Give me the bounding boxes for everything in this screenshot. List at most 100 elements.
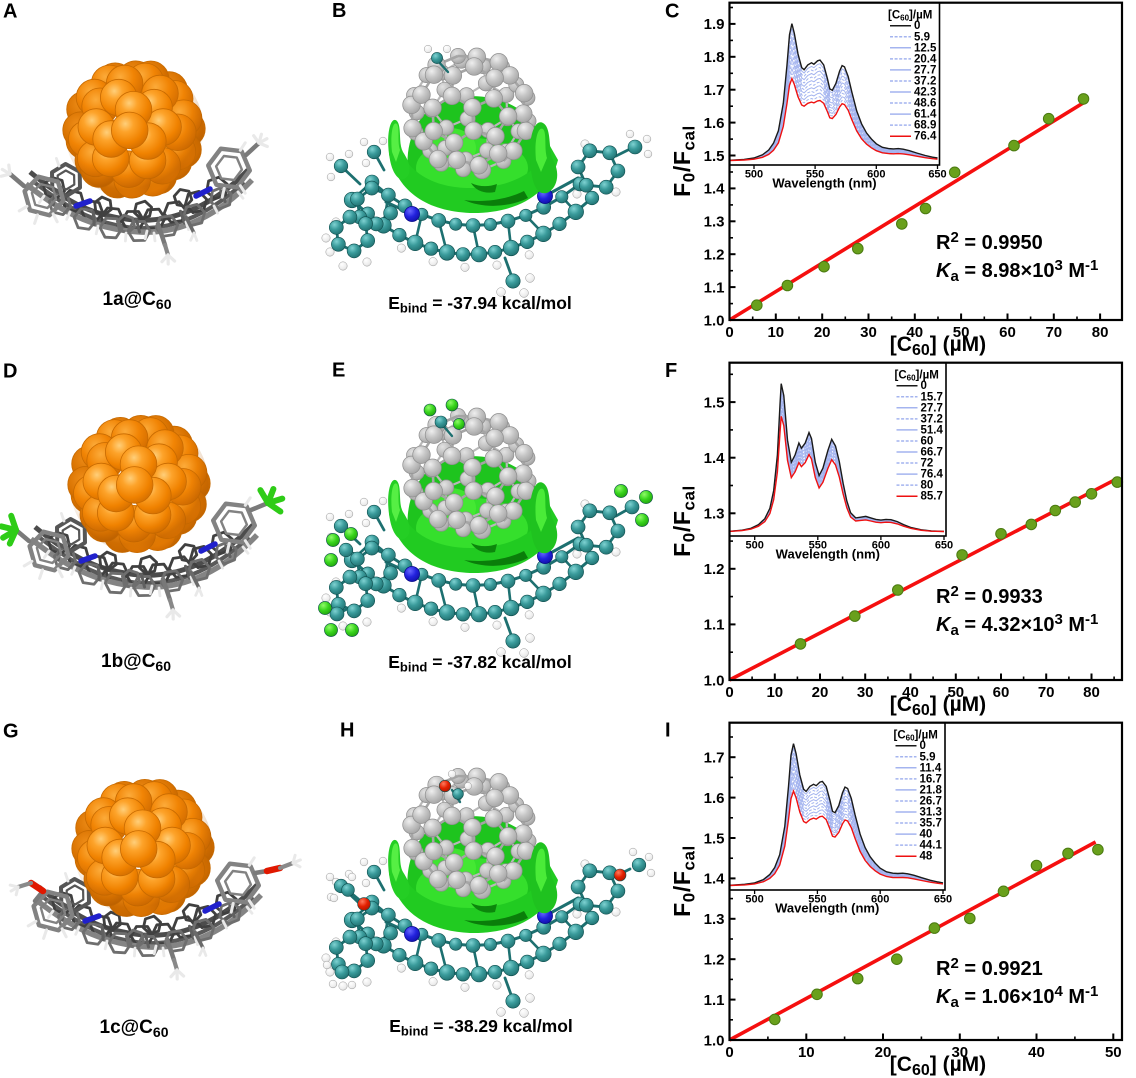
svg-text:1.7: 1.7	[704, 82, 725, 99]
svg-text:I: I	[665, 720, 671, 742]
svg-text:[C60]/µM: [C60]/µM	[894, 730, 938, 743]
svg-text:21.8: 21.8	[920, 784, 943, 796]
svg-text:1.1: 1.1	[704, 992, 725, 1009]
svg-text:1.7: 1.7	[704, 750, 725, 767]
svg-text:1b@C60: 1b@C60	[101, 651, 171, 674]
svg-text:1.9: 1.9	[704, 16, 725, 33]
svg-text:1a@C60: 1a@C60	[103, 289, 172, 312]
svg-text:1.6: 1.6	[704, 115, 725, 132]
svg-text:37.2: 37.2	[921, 413, 943, 425]
svg-text:26.7: 26.7	[920, 795, 942, 807]
svg-text:F0/Fcal: F0/Fcal	[669, 485, 699, 557]
svg-text:42.3: 42.3	[914, 87, 936, 99]
svg-text:650: 650	[935, 540, 953, 552]
svg-text:1.0: 1.0	[704, 1032, 725, 1049]
svg-text:500: 500	[745, 894, 763, 906]
svg-text:Ebind = -37.94 kcal/mol: Ebind = -37.94 kcal/mol	[388, 293, 572, 316]
svg-text:1.0: 1.0	[704, 312, 725, 329]
svg-text:60: 60	[921, 435, 934, 447]
svg-text:[C60] (µM): [C60] (µM)	[890, 333, 986, 359]
svg-text:20.4: 20.4	[914, 53, 937, 65]
svg-text:16.7: 16.7	[920, 773, 942, 785]
svg-text:R2 = 0.9933: R2 = 0.9933	[936, 583, 1043, 608]
svg-text:D: D	[3, 361, 17, 383]
svg-text:Wavelength (nm): Wavelength (nm)	[776, 547, 880, 562]
svg-text:R2 = 0.9950: R2 = 0.9950	[936, 229, 1043, 254]
svg-text:F0/Fcal: F0/Fcal	[669, 845, 699, 917]
svg-text:80: 80	[921, 480, 934, 492]
svg-text:40: 40	[920, 829, 933, 841]
svg-text:31.3: 31.3	[920, 807, 942, 819]
svg-text:600: 600	[867, 169, 885, 181]
svg-text:10: 10	[767, 324, 784, 341]
svg-text:1.4: 1.4	[704, 871, 726, 888]
svg-text:60: 60	[999, 324, 1016, 341]
svg-text:1.0: 1.0	[704, 672, 725, 689]
svg-text:5.9: 5.9	[920, 751, 936, 763]
svg-text:550: 550	[806, 169, 824, 181]
svg-text:[C60]/µM: [C60]/µM	[888, 10, 932, 23]
svg-text:66.7: 66.7	[921, 447, 943, 459]
svg-text:50: 50	[953, 324, 970, 341]
svg-text:5.9: 5.9	[914, 31, 930, 43]
svg-text:80: 80	[1083, 684, 1100, 701]
svg-text:72: 72	[921, 458, 934, 470]
svg-text:37.2: 37.2	[914, 75, 936, 87]
svg-text:1.3: 1.3	[704, 506, 725, 523]
svg-text:30: 30	[860, 324, 877, 341]
svg-text:15.7: 15.7	[921, 391, 943, 403]
svg-text:F0/Fcal: F0/Fcal	[669, 125, 699, 197]
svg-text:40: 40	[906, 324, 923, 341]
svg-text:0: 0	[914, 20, 920, 32]
svg-text:0: 0	[725, 1044, 733, 1061]
svg-text:80: 80	[1092, 324, 1109, 341]
svg-text:Wavelength (nm): Wavelength (nm)	[775, 901, 879, 916]
svg-text:550: 550	[809, 540, 827, 552]
svg-text:76.4: 76.4	[914, 131, 937, 143]
svg-text:20: 20	[812, 684, 829, 701]
svg-text:B: B	[332, 0, 346, 22]
svg-text:R2 = 0.9921: R2 = 0.9921	[936, 955, 1043, 980]
svg-text:1.1: 1.1	[704, 617, 725, 634]
svg-text:1.6: 1.6	[704, 790, 725, 807]
svg-text:1c@C60: 1c@C60	[100, 1017, 169, 1040]
svg-text:Ka = 1.06×104 M-1: Ka = 1.06×104 M-1	[936, 983, 1098, 1011]
svg-text:A: A	[3, 1, 17, 23]
svg-text:1.2: 1.2	[704, 561, 725, 578]
svg-text:[C60] (µM): [C60] (µM)	[890, 693, 986, 719]
svg-text:60: 60	[993, 684, 1010, 701]
svg-text:550: 550	[808, 894, 826, 906]
svg-text:0: 0	[725, 684, 733, 701]
svg-text:44.1: 44.1	[920, 840, 943, 852]
svg-text:Ebind = -38.29 kcal/mol: Ebind = -38.29 kcal/mol	[389, 1016, 573, 1039]
svg-text:76.4: 76.4	[921, 469, 944, 481]
svg-text:85.7: 85.7	[921, 491, 943, 503]
svg-text:20: 20	[875, 1044, 892, 1061]
svg-text:48.6: 48.6	[914, 98, 936, 110]
svg-text:Ebind = -37.82 kcal/mol: Ebind = -37.82 kcal/mol	[388, 652, 572, 675]
svg-text:1.5: 1.5	[704, 148, 725, 165]
svg-text:27.7: 27.7	[914, 64, 936, 76]
svg-text:F: F	[665, 360, 677, 382]
svg-text:68.9: 68.9	[914, 120, 936, 132]
svg-text:500: 500	[746, 540, 764, 552]
svg-text:1.2: 1.2	[704, 247, 725, 264]
svg-text:0: 0	[920, 740, 926, 752]
svg-text:1.4: 1.4	[704, 450, 726, 467]
svg-text:50: 50	[947, 684, 964, 701]
svg-text:1.1: 1.1	[704, 279, 725, 296]
svg-text:1.8: 1.8	[704, 49, 725, 66]
svg-text:600: 600	[872, 540, 890, 552]
svg-text:0: 0	[921, 380, 927, 392]
svg-text:10: 10	[798, 1044, 815, 1061]
svg-text:H: H	[340, 720, 354, 742]
svg-text:E: E	[332, 360, 345, 382]
svg-text:1.5: 1.5	[704, 394, 725, 411]
svg-text:[C60] (µM): [C60] (µM)	[890, 1053, 986, 1078]
svg-text:1.3: 1.3	[704, 911, 725, 928]
svg-text:Ka = 8.98×103 M-1: Ka = 8.98×103 M-1	[936, 257, 1098, 285]
svg-text:650: 650	[934, 894, 952, 906]
svg-text:30: 30	[857, 684, 874, 701]
svg-text:51.4: 51.4	[921, 424, 944, 436]
svg-text:Wavelength (nm): Wavelength (nm)	[772, 176, 876, 191]
